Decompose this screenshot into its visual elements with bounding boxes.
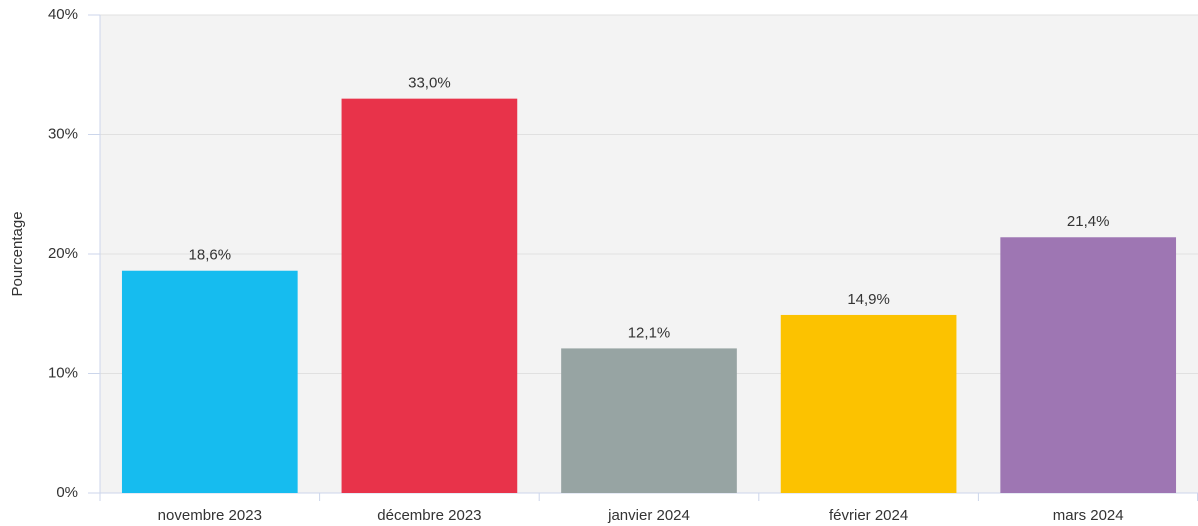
x-tick-label: janvier 2024 bbox=[607, 507, 690, 524]
y-axis-label: Pourcentage bbox=[9, 211, 26, 296]
bar bbox=[780, 314, 957, 493]
x-tick-label: décembre 2023 bbox=[377, 507, 481, 524]
x-tick-label: mars 2024 bbox=[1053, 507, 1124, 524]
data-label: 21,4% bbox=[1067, 213, 1110, 230]
bar bbox=[1000, 237, 1177, 493]
y-tick-label: 20% bbox=[48, 245, 78, 262]
y-tick-label: 10% bbox=[48, 364, 78, 381]
x-tick-label: février 2024 bbox=[829, 507, 908, 524]
data-label: 18,6% bbox=[189, 247, 232, 264]
y-tick-label: 0% bbox=[56, 484, 78, 501]
data-label: 33,0% bbox=[408, 75, 451, 92]
bar bbox=[121, 270, 298, 493]
bar bbox=[341, 98, 518, 494]
y-tick-label: 40% bbox=[48, 6, 78, 23]
x-tick-label: novembre 2023 bbox=[158, 507, 262, 524]
bar bbox=[561, 348, 737, 493]
data-label: 14,9% bbox=[847, 291, 890, 308]
data-label: 12,1% bbox=[628, 324, 671, 341]
y-tick-label: 30% bbox=[48, 125, 78, 142]
